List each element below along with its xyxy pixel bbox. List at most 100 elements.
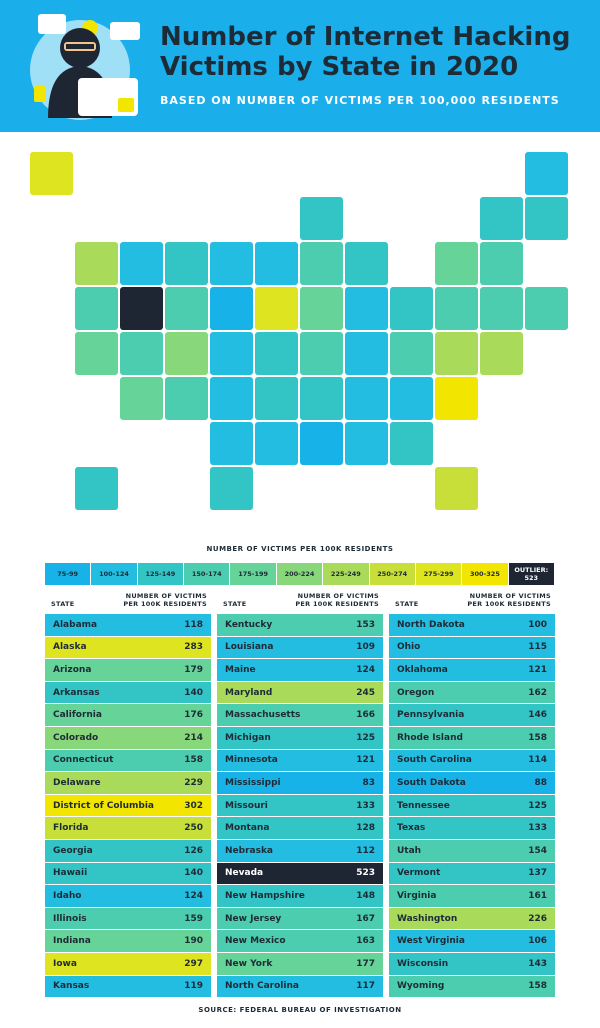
row-value: 146 [528,710,547,721]
state-tile [120,377,163,420]
row-state: Oklahoma [397,664,448,675]
state-tile [165,377,208,420]
row-value: 283 [184,642,203,653]
row-value: 177 [356,958,375,969]
row-state: Wisconsin [397,958,449,969]
table-row: New Mexico 163 [217,930,383,952]
state-tile [480,332,523,375]
state-tile [165,287,208,330]
table-row: Tennessee 125 [389,794,555,817]
state-tile [165,332,208,375]
legend-item: 300-325 [462,563,508,585]
state-tile [120,332,163,375]
row-state: Rhode Island [397,732,463,743]
row-state: Florida [53,823,89,834]
table-row: Kansas 119 [45,975,211,998]
row-state: Vermont [397,868,441,879]
row-value: 158 [528,981,547,992]
row-state: Alaska [53,642,87,653]
row-state: Tennessee [397,800,450,811]
table-row: Arkansas 140 [45,681,211,704]
row-value: 109 [356,642,375,653]
table-row: Virginia 161 [389,885,555,907]
table-row: Montana 128 [217,817,383,839]
row-value: 229 [184,777,203,788]
row-value: 137 [528,868,547,879]
row-value: 179 [184,664,203,675]
legend-item: 175-199 [230,563,276,585]
row-value: 121 [528,664,547,675]
table-row: Massachusetts 166 [217,704,383,726]
row-value: 302 [184,800,203,811]
state-tile [345,287,388,330]
row-state: Montana [225,823,270,834]
table-row: Hawaii 140 [45,862,211,885]
row-value: 226 [528,913,547,924]
row-state: Nevada [225,868,264,879]
row-value: 124 [184,890,203,901]
state-tile [435,467,478,510]
row-value: 125 [356,732,375,743]
row-value: 162 [528,687,547,698]
table-row: Colorado 214 [45,727,211,749]
row-state: Washington [397,913,458,924]
legend-item: 100-124 [91,563,137,585]
row-value: 112 [356,845,375,856]
table-row: Vermont 137 [389,862,555,885]
table-row: Florida 250 [45,817,211,839]
table-row: Texas 133 [389,817,555,839]
row-state: Minnesota [225,755,278,766]
row-value: 245 [356,687,375,698]
row-state: Arizona [53,664,92,675]
row-state: Oregon [397,687,435,698]
state-tile [300,197,343,240]
state-tile [345,332,388,375]
row-state: Utah [397,845,422,856]
hacker-icon [30,14,140,120]
table-row: West Virginia 106 [389,930,555,952]
row-state: Iowa [53,958,77,969]
table-row: California 176 [45,704,211,726]
column-header: STATE [395,600,419,608]
row-state: North Carolina [225,981,299,992]
state-tile [120,242,163,285]
state-tile [300,422,343,465]
table-row: Connecticut 158 [45,749,211,772]
state-tile [75,287,118,330]
state-tile [300,377,343,420]
state-tile [300,287,343,330]
row-state: Massachusetts [225,710,301,721]
row-state: New Jersey [225,913,282,924]
row-state: Nebraska [225,845,274,856]
state-tile [75,242,118,285]
table-row: North Dakota 100 [389,614,555,636]
state-tile [255,332,298,375]
row-value: 117 [356,981,375,992]
state-tile [345,377,388,420]
table-row: Maine 124 [217,659,383,681]
row-value: 163 [356,936,375,947]
legend-item: 200-224 [276,563,323,585]
table-row: Rhode Island 158 [389,727,555,749]
row-state: Maine [225,664,256,675]
state-tile [435,332,478,375]
state-tile [255,242,298,285]
table-row: Missouri 133 [217,794,383,817]
table-row: Utah 154 [389,840,555,862]
row-state: Missouri [225,800,268,811]
table-row: Wisconsin 143 [389,953,555,975]
column-header: NUMBER OF VICTIMS PER 100K RESIDENTS [467,592,551,608]
row-value: 158 [184,755,203,766]
row-state: Illinois [53,913,87,924]
row-state: New Hampshire [225,890,305,901]
table-row: Kentucky 153 [217,614,383,636]
row-state: Wyoming [397,981,445,992]
legend-title: NUMBER OF VICTIMS PER 100K RESIDENTS [206,545,394,553]
table-row: New Jersey 167 [217,907,383,930]
table-row: Nevada 523 [217,862,383,885]
title: Number of Internet Hacking Victims by St… [160,22,571,82]
row-state: New Mexico [225,936,286,947]
row-state: District of Columbia [53,800,154,811]
table-row: Alabama 118 [45,614,211,636]
